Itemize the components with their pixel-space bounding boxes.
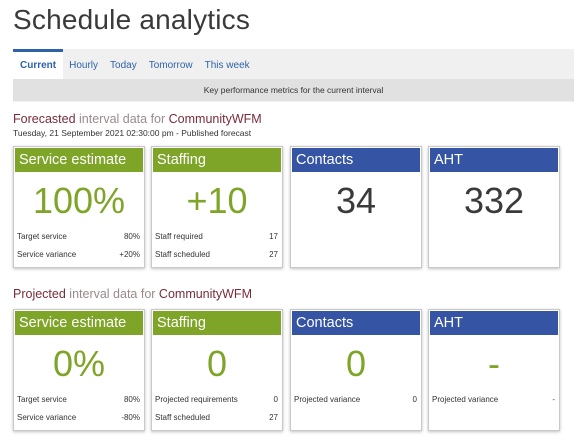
forecasted-subheading: Tuesday, 21 September 2021 02:30:00 pm -… xyxy=(13,128,252,138)
interval-tabbar: Current Hourly Today Tomorrow This week … xyxy=(13,49,574,102)
card-row-label: Service variance xyxy=(17,250,77,259)
card-row-value: 27 xyxy=(269,250,278,259)
projected-contacts-card: Contacts 0 Projected variance 0 xyxy=(290,309,422,431)
card-row-value: 0 xyxy=(273,395,278,404)
forecast-service-estimate-card: Service estimate 100% Target service 80% … xyxy=(13,146,145,268)
projected-heading-accent: Projected xyxy=(13,287,66,301)
card-row: Projected requirements 0 xyxy=(155,391,278,409)
card-title: AHT xyxy=(429,310,559,335)
card-row: Service variance -80% xyxy=(17,409,140,427)
card-row-label: Service variance xyxy=(17,413,77,422)
card-value: 332 xyxy=(463,180,525,221)
tab-list: Current Hourly Today Tomorrow This week xyxy=(13,49,256,79)
tab-today[interactable]: Today xyxy=(110,60,137,71)
card-row-label: Target service xyxy=(17,395,67,404)
card-row-value: +20% xyxy=(119,250,140,259)
card-row-label: Staff scheduled xyxy=(155,250,211,259)
tab-current[interactable]: Current xyxy=(13,49,64,79)
forecasted-heading-accent: Forecasted xyxy=(13,112,76,126)
card-row: Projected variance 0 xyxy=(294,391,417,409)
projected-aht-card: AHT - Projected variance - xyxy=(428,309,560,431)
card-value: 100% xyxy=(32,180,126,221)
card-row-value: 80% xyxy=(123,232,140,241)
card-row-value: -80% xyxy=(121,413,140,422)
card-row: Service variance +20% xyxy=(17,246,140,264)
card-row: Staff required 17 xyxy=(155,228,278,246)
card-value: 0% xyxy=(52,343,106,384)
card-value: 0 xyxy=(345,343,367,384)
projected-service-estimate-card: Service estimate 0% Target service 80% Se… xyxy=(13,309,145,431)
card-row-value: - xyxy=(552,395,555,404)
card-title: Service estimate xyxy=(14,310,144,335)
card-row-value: 17 xyxy=(269,232,278,241)
card-row: Staff scheduled 27 xyxy=(155,409,278,427)
forecast-contacts-card: Contacts 34 xyxy=(290,146,422,268)
card-rows: Projected variance 0 xyxy=(294,391,417,409)
card-row-value: 27 xyxy=(269,413,278,422)
card-title: Service estimate xyxy=(14,147,144,172)
card-row-value: 80% xyxy=(123,395,140,404)
card-rows: Target service 80% Service variance +20% xyxy=(17,228,140,264)
tab-this-week[interactable]: This week xyxy=(204,60,250,71)
card-row-label: Projected variance xyxy=(432,395,499,404)
card-title: Staffing xyxy=(152,147,282,172)
forecast-staffing-card: Staffing +10 Staff required 17 Staff sche… xyxy=(151,146,283,268)
card-rows: Projected variance - xyxy=(432,391,555,409)
card-rows: Target service 80% Service variance -80% xyxy=(17,391,140,427)
card-row-value: 0 xyxy=(412,395,417,404)
card-rows: Projected requirements 0 Staff scheduled 2… xyxy=(155,391,278,427)
projected-heading: Projected interval data for CommunityWFM xyxy=(13,287,252,301)
card-row: Target service 80% xyxy=(17,391,140,409)
card-row-label: Staff required xyxy=(155,232,203,241)
card-rows: Staff required 17 Staff scheduled 27 xyxy=(155,228,278,264)
forecasted-heading-name: CommunityWFM xyxy=(168,112,262,126)
tab-description: Key performance metrics for the current … xyxy=(13,79,574,101)
projected-staffing-card: Staffing 0 Projected requirements 0 Staff… xyxy=(151,309,283,431)
projected-heading-name: CommunityWFM xyxy=(158,287,252,301)
card-row: Staff scheduled 27 xyxy=(155,246,278,264)
card-row-label: Target service xyxy=(17,232,67,241)
card-title: AHT xyxy=(429,147,559,172)
page-title: Schedule analytics xyxy=(13,4,251,35)
forecasted-heading: Forecasted interval data for CommunityWF… xyxy=(13,112,262,126)
tab-hourly[interactable]: Hourly xyxy=(69,60,99,71)
card-value: - xyxy=(488,343,500,384)
forecast-aht-card: AHT 332 xyxy=(428,146,560,268)
card-row: Target service 80% xyxy=(17,228,140,246)
card-row: Projected variance - xyxy=(432,391,555,409)
card-row-label: Projected requirements xyxy=(155,395,238,404)
card-title: Contacts xyxy=(291,147,421,172)
card-row-label: Projected variance xyxy=(294,395,361,404)
card-title: Contacts xyxy=(291,310,421,335)
card-value: +10 xyxy=(186,180,248,221)
card-row-label: Staff scheduled xyxy=(155,413,211,422)
card-value: 34 xyxy=(335,180,377,221)
tab-tomorrow[interactable]: Tomorrow xyxy=(148,60,193,71)
projected-heading-muted: interval data for xyxy=(65,287,159,301)
card-title: Staffing xyxy=(152,310,282,335)
card-value: 0 xyxy=(206,343,228,384)
forecasted-heading-muted: interval data for xyxy=(75,112,169,126)
